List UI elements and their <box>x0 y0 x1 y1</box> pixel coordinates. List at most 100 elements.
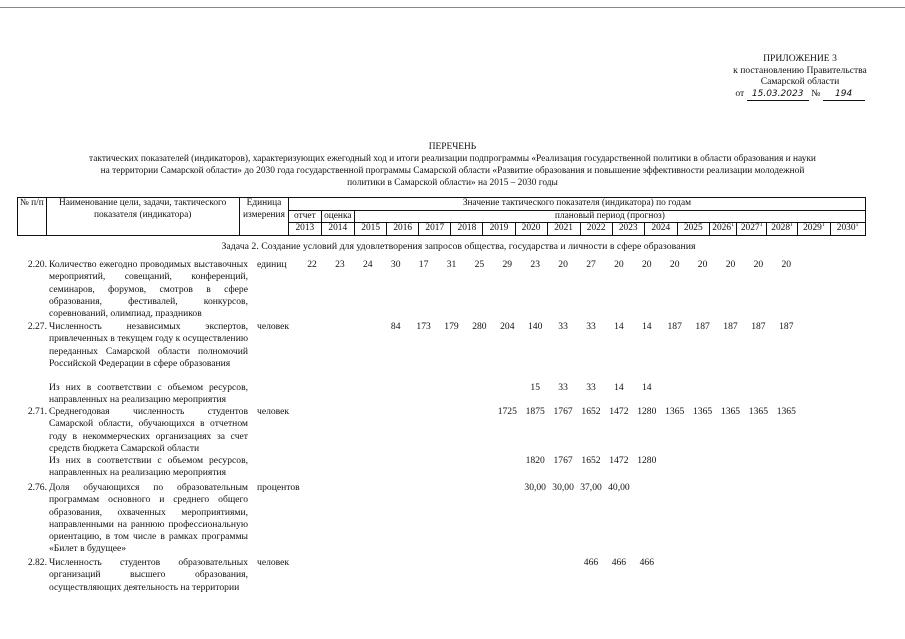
header-year: 2016 <box>386 222 420 236</box>
document-subtitle-2: на территории Самарской области» до 2030… <box>100 166 805 176</box>
header-year: 2014 <box>320 222 356 236</box>
header-year: 20271 <box>736 222 767 236</box>
row-number: 2.76. <box>27 482 47 493</box>
header-year: 2015 <box>354 222 388 236</box>
row-value: 1365 <box>748 406 768 417</box>
row-value: 1875 <box>525 406 545 417</box>
header-name: Наименование цели, задачи, тактического … <box>45 197 240 236</box>
row-unit: единиц <box>257 259 287 270</box>
row-value: 466 <box>611 557 627 568</box>
header-planned: плановый период (прогноз) <box>354 209 866 223</box>
header-report: отчет <box>288 209 322 223</box>
row-value: 187 <box>695 321 710 332</box>
row-value: 14 <box>614 382 624 393</box>
header-values: Значение тактического показателя (индика… <box>288 197 866 211</box>
row-value: 187 <box>723 321 738 332</box>
appendix-title: ПРИЛОЖЕНИЕ 3 <box>763 53 837 64</box>
document-subtitle-3: политики в Самарской области» на 2015 – … <box>347 178 558 188</box>
header-unit: Единица измерения <box>238 197 290 236</box>
row-value: 23 <box>335 259 345 270</box>
row-unit: процентов <box>257 482 300 493</box>
row-value: 187 <box>779 321 794 332</box>
row-value: 33 <box>558 382 568 393</box>
row-value: 27 <box>586 259 596 270</box>
row-number: 2.82. <box>27 557 47 568</box>
row-value: 1767 <box>553 455 573 466</box>
document-title: ПЕРЕЧЕНЬ <box>428 142 477 152</box>
header-year: 2019 <box>482 222 516 236</box>
row-value: 22 <box>307 259 317 270</box>
row-value: 20 <box>753 259 764 270</box>
row-value: 33 <box>586 382 596 393</box>
row-value: 1280 <box>637 455 657 466</box>
row-value: 33 <box>558 321 568 332</box>
row-value: 14 <box>642 382 652 393</box>
row-value: 20 <box>642 259 652 270</box>
row-value: 14 <box>642 321 652 332</box>
document-subtitle-1: тактических показателей (индикаторов), х… <box>89 154 816 164</box>
row-value: 466 <box>583 557 599 568</box>
header-year: 2020 <box>514 222 548 236</box>
row-value: 31 <box>446 259 457 270</box>
row-value: 1652 <box>581 455 601 466</box>
row-value: 24 <box>363 259 373 270</box>
row-value: 140 <box>527 321 543 332</box>
row-value: 37,00 <box>580 482 602 493</box>
header-year: 2023 <box>611 222 645 236</box>
row-value: 30 <box>390 259 401 270</box>
appendix-date-line: от 15.03.2023 № 194 <box>700 88 900 101</box>
row-value: 204 <box>500 321 515 332</box>
row-value: 84 <box>390 321 401 332</box>
header-year: 20291 <box>797 222 831 236</box>
row-value: 1472 <box>609 406 629 417</box>
row-unit: человек <box>257 321 290 332</box>
row-name: Среднегодовая численность студентов Сама… <box>49 406 248 454</box>
row-value: 29 <box>502 259 513 270</box>
row-value: 1365 <box>720 406 741 417</box>
appendix-block: ПРИЛОЖЕНИЕ 3 к постановлению Правительст… <box>700 53 900 101</box>
decree-number: 194 <box>822 89 865 101</box>
row-name: Количество ежегодно проводимых выставочн… <box>49 259 248 320</box>
row-value: 20 <box>669 259 680 270</box>
row-name: Численность независимых экспертов, привл… <box>49 321 248 369</box>
row-value: 30,00 <box>524 482 546 493</box>
row-value: 30,00 <box>552 482 574 493</box>
row-value: 1725 <box>497 406 517 417</box>
row-value: 179 <box>444 321 459 332</box>
row-value: 187 <box>751 321 766 332</box>
row-number: 2.71. <box>27 406 47 417</box>
header-year: 2024 <box>643 222 678 236</box>
row-value: 1280 <box>637 406 657 417</box>
row-name: Доля обучающихся по образовательным прог… <box>49 482 248 555</box>
row-name: Из них в соответствии с объемом ресурсов… <box>49 382 248 406</box>
page-top-border <box>0 7 905 8</box>
row-value: 1365 <box>693 406 713 417</box>
row-value: 20 <box>558 259 568 270</box>
table-header: № п/п Наименование цели, задачи, тактиче… <box>17 197 905 236</box>
row-value: 23 <box>530 259 540 270</box>
header-year: 2017 <box>418 222 452 236</box>
row-value: 1365 <box>665 406 685 417</box>
row-value: 14 <box>614 321 624 332</box>
header-year: 20301 <box>829 222 866 236</box>
row-value: 1652 <box>581 406 601 417</box>
row-unit: человек <box>257 406 290 417</box>
row-name: Из них в соответствии с объемом ресурсов… <box>49 455 248 479</box>
row-value: 17 <box>418 259 429 270</box>
row-value: 1472 <box>609 455 629 466</box>
row-value: 25 <box>474 259 485 270</box>
row-value: 20 <box>725 259 736 270</box>
header-year: 2025 <box>676 222 710 236</box>
header-year: 20281 <box>765 222 799 236</box>
header-year: 2021 <box>546 222 581 236</box>
row-number: 2.27. <box>27 321 47 332</box>
signed-date: 15.03.2023 <box>746 89 809 101</box>
header-year: 20261 <box>708 222 738 236</box>
row-value: 1365 <box>776 406 796 417</box>
row-unit: человек <box>257 557 290 568</box>
row-number: 2.20. <box>27 259 47 270</box>
header-num: № п/п <box>17 197 47 236</box>
row-value: 20 <box>697 259 708 270</box>
row-value: 33 <box>586 321 596 332</box>
row-value: 40,00 <box>608 482 630 493</box>
